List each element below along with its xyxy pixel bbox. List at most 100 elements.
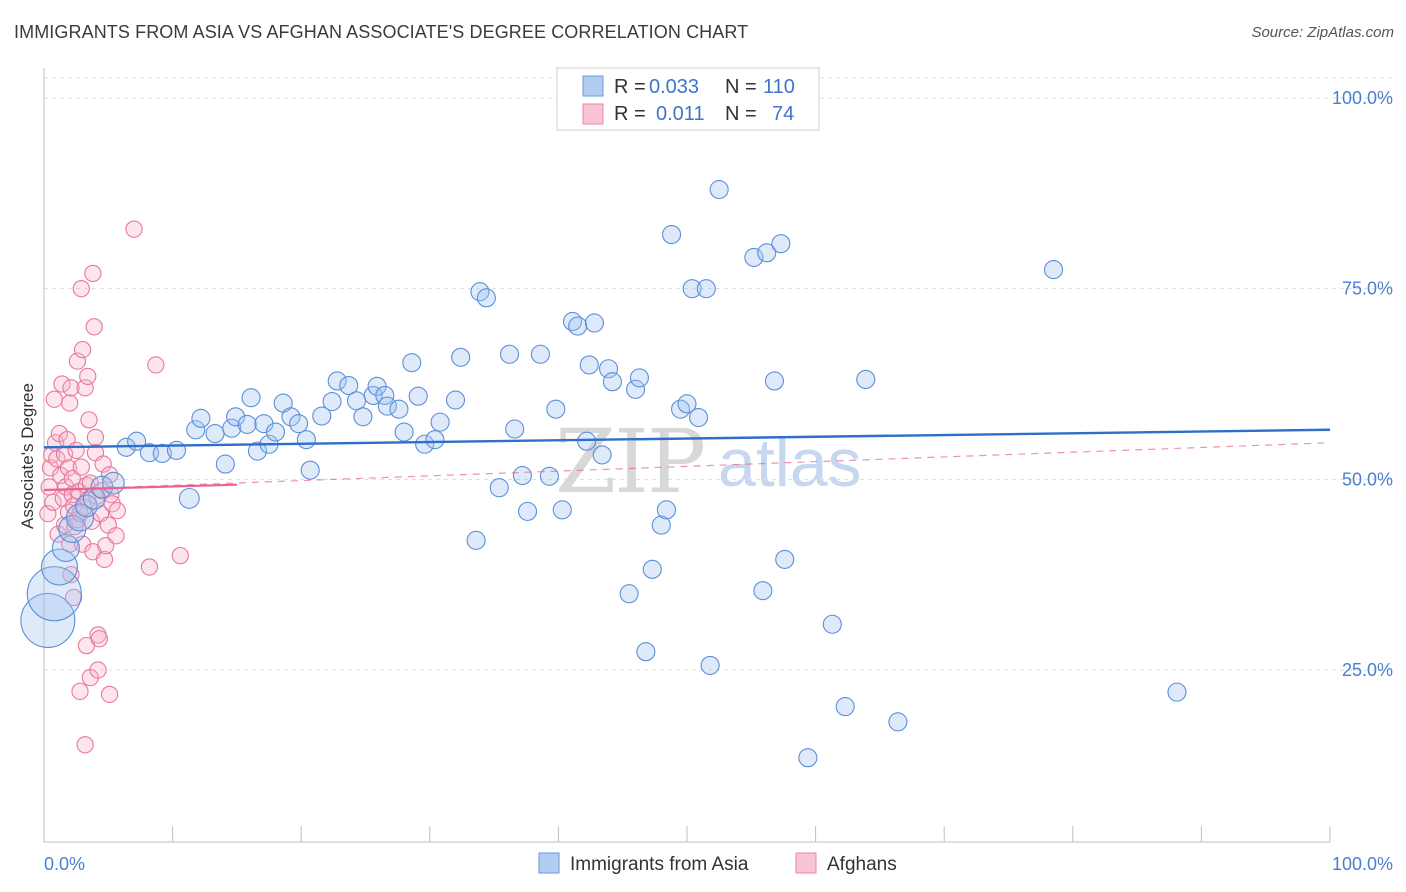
asia-point [300, 460, 320, 480]
afghans-point [45, 390, 63, 408]
asia-point [656, 500, 676, 520]
afghans-point [84, 264, 102, 283]
asia-point [626, 379, 646, 399]
legend-n-value-pink: 74 [772, 103, 794, 125]
asia-point [241, 388, 261, 408]
asia-point [327, 371, 347, 391]
afghans-points [39, 220, 189, 754]
asia-point [499, 344, 520, 364]
asia-point [430, 412, 450, 432]
asia-point [152, 443, 172, 463]
afghans-point [68, 352, 87, 370]
x-tick-label-min: 0.0% [44, 854, 85, 874]
asia-trend-line [43, 428, 1331, 449]
asia-point [579, 355, 599, 375]
afghans-trend-line [43, 483, 237, 492]
asia-point [709, 179, 729, 200]
asia-point [505, 419, 525, 439]
asia-point [26, 566, 82, 622]
asia-point [40, 548, 78, 586]
afghans-point [67, 441, 85, 460]
asia-point [191, 408, 211, 428]
asia-point [265, 422, 286, 442]
asia-point [584, 313, 604, 333]
asia-point [602, 372, 622, 392]
legend-r-label-pink: R = [614, 103, 646, 125]
series-legend: Immigrants from Asia Afghans [538, 852, 897, 875]
legend-r-value-blue: 0.033 [649, 76, 699, 98]
afghans-point [140, 558, 159, 576]
asia-point [619, 584, 639, 604]
immigrants-from-asia-points [20, 179, 1187, 768]
afghans-point [80, 411, 98, 429]
x-tick-label-max: 100.0% [1332, 854, 1393, 874]
afghans-point [100, 466, 119, 484]
asia-point [771, 234, 791, 254]
asia-point [296, 430, 316, 450]
bottom-legend-blue-swatch [538, 852, 560, 874]
legend-n-label-blue: N = [725, 76, 757, 98]
y-tick-label: 25.0% [1342, 660, 1393, 680]
y-tick-labels: 100.0% 75.0% 50.0% 25.0% [1332, 88, 1393, 680]
asia-point [312, 406, 332, 426]
asia-point [226, 407, 246, 427]
asia-point [764, 371, 784, 391]
asia-point [289, 414, 309, 434]
afghans-point [171, 546, 189, 565]
asia-point [389, 399, 409, 419]
asia-point [888, 712, 908, 732]
asia-point [339, 375, 359, 396]
afghans-point [90, 630, 108, 648]
asia-point [744, 247, 764, 267]
y-tick-label: 100.0% [1332, 88, 1393, 108]
asia-point [476, 288, 496, 308]
asia-point [835, 697, 855, 717]
asia-point [539, 466, 559, 486]
afghans-point [107, 527, 125, 545]
afghans-point [53, 375, 71, 393]
legend-n-value-blue: 110 [763, 76, 795, 98]
afghans-point [86, 428, 105, 447]
asia-point [1167, 682, 1187, 702]
asia-point [512, 465, 532, 486]
asia-point [682, 279, 702, 299]
asia-point [466, 530, 486, 550]
gridlines [44, 77, 1393, 671]
afghans-point [95, 550, 114, 569]
asia-point [629, 368, 649, 388]
asia-point [822, 614, 842, 634]
asia-point [408, 386, 428, 406]
asia-point [186, 420, 206, 440]
afghans-point [72, 458, 90, 476]
asia-point [546, 399, 566, 419]
y-tick-label: 50.0% [1342, 469, 1393, 489]
afghans-point [94, 455, 112, 473]
afghans-point [89, 661, 107, 679]
asia-point [451, 347, 471, 367]
asia-point [402, 353, 422, 373]
asia-point [178, 487, 200, 509]
asia-point [677, 394, 697, 414]
afghans-trend-dashed [43, 442, 1331, 491]
bottom-legend-blue-label: Immigrants from Asia [570, 854, 749, 875]
afghans-point [71, 682, 89, 701]
y-tick-label: 75.0% [1342, 279, 1393, 299]
afghans-point [76, 736, 94, 754]
chart-title: IMMIGRANTS FROM ASIA VS AFGHAN ASSOCIATE… [14, 22, 749, 42]
asia-point [445, 390, 466, 410]
afghans-point [102, 485, 120, 504]
afghans-point [100, 685, 119, 704]
asia-point [577, 431, 597, 451]
asia-point [651, 515, 671, 535]
asia-point [636, 642, 656, 662]
asia-point [552, 500, 572, 520]
asia-point [489, 478, 509, 498]
asia-point [517, 501, 538, 521]
asia-point [215, 454, 235, 474]
legend-r-value-pink: 0.011 [656, 103, 705, 125]
asia-point [775, 549, 795, 569]
correlation-legend: R = 0.033 N = 110 R = 0.011 N = 74 [556, 67, 820, 131]
asia-point [322, 391, 342, 412]
y-axis-title: Associate's Degree [18, 383, 37, 529]
asia-point [689, 408, 709, 428]
